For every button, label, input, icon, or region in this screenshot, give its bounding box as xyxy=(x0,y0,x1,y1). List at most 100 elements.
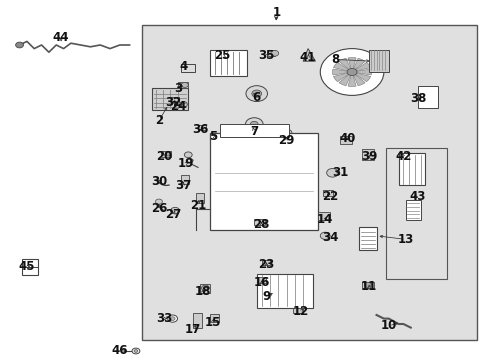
Bar xyxy=(266,50,275,56)
Bar xyxy=(210,314,219,322)
Bar xyxy=(161,151,171,157)
Bar xyxy=(398,153,425,185)
Circle shape xyxy=(167,315,177,322)
Text: 22: 22 xyxy=(321,190,338,203)
Circle shape xyxy=(270,50,278,56)
Text: 9: 9 xyxy=(262,291,270,303)
Text: 34: 34 xyxy=(321,231,338,244)
Text: 19: 19 xyxy=(177,157,194,170)
Text: 11: 11 xyxy=(360,280,377,293)
Text: 42: 42 xyxy=(394,150,411,163)
Circle shape xyxy=(280,129,291,138)
Text: 5: 5 xyxy=(208,130,216,143)
Text: 40: 40 xyxy=(338,132,355,145)
Text: 2: 2 xyxy=(155,114,163,127)
Text: 46: 46 xyxy=(111,345,128,357)
Text: 7: 7 xyxy=(250,125,258,138)
Bar xyxy=(322,190,332,196)
Text: 41: 41 xyxy=(299,51,316,64)
Text: 43: 43 xyxy=(409,190,426,203)
Wedge shape xyxy=(332,69,351,75)
Bar xyxy=(142,25,476,340)
Bar xyxy=(151,88,188,110)
Wedge shape xyxy=(320,49,383,95)
Text: 15: 15 xyxy=(204,316,221,329)
Circle shape xyxy=(326,168,338,177)
Text: 35: 35 xyxy=(258,49,274,62)
Bar xyxy=(210,133,317,230)
Bar xyxy=(193,313,202,328)
Text: 13: 13 xyxy=(397,233,413,246)
Text: 25: 25 xyxy=(214,49,230,62)
Text: 12: 12 xyxy=(292,305,308,318)
Bar xyxy=(171,97,179,103)
Text: 17: 17 xyxy=(184,323,201,336)
Wedge shape xyxy=(351,58,365,72)
Circle shape xyxy=(165,152,171,156)
Text: 4: 4 xyxy=(179,60,187,73)
Text: 36: 36 xyxy=(192,123,208,136)
Text: 45: 45 xyxy=(19,260,35,273)
Wedge shape xyxy=(338,58,351,72)
Bar xyxy=(361,149,373,160)
Wedge shape xyxy=(351,62,370,72)
Circle shape xyxy=(245,86,267,102)
Wedge shape xyxy=(347,58,355,72)
Text: 32: 32 xyxy=(165,96,182,109)
Text: 27: 27 xyxy=(165,208,182,221)
Text: 26: 26 xyxy=(150,202,167,215)
Text: 18: 18 xyxy=(194,285,211,298)
Circle shape xyxy=(155,199,162,204)
Text: 33: 33 xyxy=(155,312,172,325)
Circle shape xyxy=(179,102,187,107)
Text: 39: 39 xyxy=(360,150,377,163)
Wedge shape xyxy=(351,72,370,82)
Text: 21: 21 xyxy=(189,199,206,212)
Circle shape xyxy=(184,152,192,158)
Text: 16: 16 xyxy=(253,276,269,289)
Bar xyxy=(181,175,188,184)
Text: 14: 14 xyxy=(316,213,333,226)
Text: 30: 30 xyxy=(150,175,167,188)
Bar xyxy=(368,50,388,72)
Text: 8: 8 xyxy=(330,53,338,66)
Bar xyxy=(210,50,246,76)
Circle shape xyxy=(250,121,258,127)
Bar xyxy=(386,148,447,279)
Bar xyxy=(254,219,264,225)
Bar xyxy=(293,308,303,313)
Bar xyxy=(256,274,312,308)
Wedge shape xyxy=(351,69,371,75)
Wedge shape xyxy=(333,72,351,82)
Text: 37: 37 xyxy=(175,179,191,192)
Bar xyxy=(212,135,221,144)
Text: 44: 44 xyxy=(53,31,69,44)
Bar xyxy=(361,282,373,288)
Text: 31: 31 xyxy=(331,166,347,179)
Text: 6: 6 xyxy=(252,91,260,104)
Text: 29: 29 xyxy=(277,134,294,147)
Circle shape xyxy=(251,90,261,97)
Bar xyxy=(256,277,265,283)
Text: 1: 1 xyxy=(272,6,280,19)
Wedge shape xyxy=(338,72,351,86)
Text: 38: 38 xyxy=(409,93,426,105)
Text: 3: 3 xyxy=(174,82,182,95)
Bar xyxy=(359,227,376,250)
Circle shape xyxy=(181,82,188,87)
Wedge shape xyxy=(333,62,351,72)
Circle shape xyxy=(201,285,209,291)
Circle shape xyxy=(346,68,356,76)
Bar xyxy=(220,124,288,137)
Circle shape xyxy=(364,282,370,287)
Text: 20: 20 xyxy=(155,150,172,163)
Bar xyxy=(339,136,351,144)
Text: 28: 28 xyxy=(253,219,269,231)
Bar xyxy=(261,260,270,265)
Bar xyxy=(417,86,437,108)
Circle shape xyxy=(16,42,23,48)
Circle shape xyxy=(320,232,329,239)
Bar xyxy=(198,125,205,130)
Bar xyxy=(178,82,188,88)
Circle shape xyxy=(245,118,263,131)
